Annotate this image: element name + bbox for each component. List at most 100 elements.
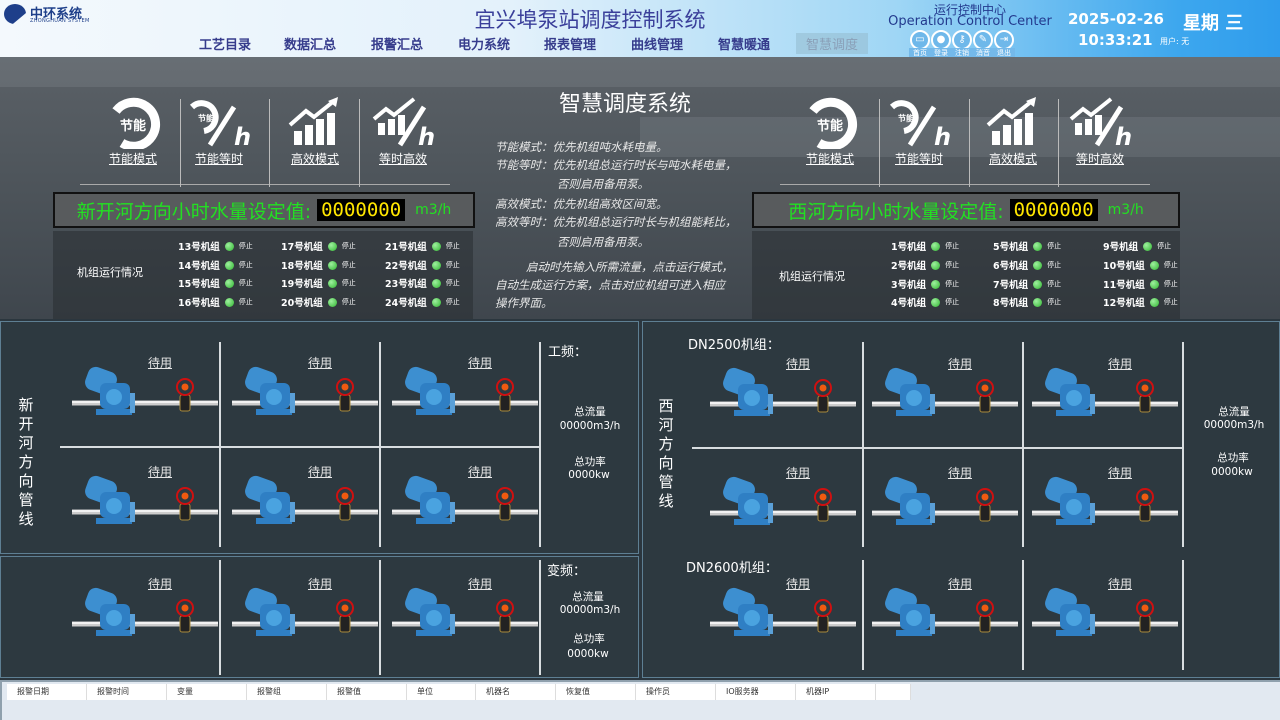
header-button-label[interactable]: 首页	[909, 48, 931, 58]
pump-status[interactable]: 待用	[785, 357, 810, 371]
pump-status[interactable]: 待用	[147, 465, 172, 479]
mode-button[interactable]: 节能 h 节能等时	[875, 97, 963, 167]
unit-status-item[interactable]: 10号机组 停止	[1103, 258, 1178, 272]
pump-unit[interactable]: 待用	[222, 449, 382, 554]
pump-status[interactable]: 待用	[307, 465, 332, 479]
header-button-label[interactable]: 注销	[951, 48, 973, 58]
pump-unit[interactable]: 待用	[382, 449, 542, 554]
left-setpoint-input[interactable]: 0000000	[317, 199, 406, 221]
pump-status[interactable]: 待用	[467, 577, 492, 591]
unit-status-item[interactable]: 15号机组 停止	[178, 276, 253, 290]
pump-unit[interactable]: 待用	[1022, 450, 1182, 555]
alarm-column-header[interactable]: 单位	[407, 684, 476, 700]
pump-unit[interactable]: 待用	[382, 340, 542, 445]
logout-key-icon[interactable]: ⚷	[952, 30, 972, 50]
nav-4[interactable]: 报表管理	[544, 38, 597, 53]
pump-status[interactable]: 待用	[467, 356, 492, 370]
mode-button[interactable]: 节能 节能模式	[89, 97, 177, 167]
nav-5[interactable]: 曲线管理	[631, 38, 684, 53]
pump-unit[interactable]: 待用	[382, 561, 542, 666]
pump-unit[interactable]: 待用	[62, 340, 222, 445]
unit-status: 停止	[341, 279, 356, 287]
unit-status-item[interactable]: 23号机组 停止	[385, 276, 460, 290]
pump-status[interactable]: 待用	[1107, 577, 1132, 591]
unit-status-item[interactable]: 8号机组 停止	[993, 295, 1061, 309]
nav-0[interactable]: 工艺目录	[199, 38, 252, 53]
unit-status-item[interactable]: 12号机组 停止	[1103, 295, 1178, 309]
mode-button[interactable]: h 等时高效	[1056, 97, 1144, 167]
unit-status-item[interactable]: 14号机组 停止	[178, 258, 253, 272]
pump-status[interactable]: 待用	[947, 577, 972, 591]
alarm-column-header[interactable]: IO服务器	[716, 684, 796, 700]
header-button-label[interactable]: 消音	[972, 48, 994, 58]
alarm-column-header[interactable]: 机器名	[476, 684, 556, 700]
mode-button[interactable]: 高效模式	[271, 97, 359, 167]
unit-status-item[interactable]: 17号机组 停止	[281, 239, 356, 253]
pump-status[interactable]: 待用	[785, 466, 810, 480]
pump-status[interactable]: 待用	[147, 577, 172, 591]
login-icon[interactable]: ●	[931, 30, 951, 50]
alarm-column-header[interactable]: 报警组	[247, 684, 327, 700]
alarm-column-header[interactable]: 操作员	[636, 684, 716, 700]
pump-status[interactable]: 待用	[307, 356, 332, 370]
nav-7[interactable]: 智慧调度	[796, 33, 869, 54]
pump-unit[interactable]: 待用	[862, 450, 1022, 555]
unit-status-item[interactable]: 6号机组 停止	[993, 258, 1061, 272]
alarm-column-header[interactable]: 恢复值	[556, 684, 636, 700]
pump-unit[interactable]: 待用	[62, 561, 222, 666]
home-icon[interactable]: ▭	[910, 30, 930, 50]
unit-status-item[interactable]: 21号机组 停止	[385, 239, 460, 253]
header-button-label[interactable]: 退出	[993, 48, 1015, 58]
pump-unit[interactable]: 待用	[700, 450, 860, 555]
unit-status-item[interactable]: 22号机组 停止	[385, 258, 460, 272]
unit-status-item[interactable]: 11号机组 停止	[1103, 277, 1178, 291]
unit-status-item[interactable]: 24号机组 停止	[385, 295, 460, 309]
right-setpoint-input[interactable]: 0000000	[1009, 199, 1098, 221]
unit-status-item[interactable]: 19号机组 停止	[281, 276, 356, 290]
pump-unit[interactable]: 待用	[222, 340, 382, 445]
unit-status-item[interactable]: 13号机组 停止	[178, 239, 253, 253]
pump-unit[interactable]: 待用	[700, 341, 860, 446]
pump-unit[interactable]: 待用	[862, 341, 1022, 446]
pump-status[interactable]: 待用	[947, 357, 972, 371]
exit-icon[interactable]: ⇥	[994, 30, 1014, 50]
alarm-column-header[interactable]: 变量	[167, 684, 247, 700]
unit-status-item[interactable]: 1号机组 停止	[891, 239, 959, 253]
alarm-column-header[interactable]: 报警值	[327, 684, 407, 700]
unit-status-item[interactable]: 16号机组 停止	[178, 295, 253, 309]
alarm-column-header[interactable]: 报警时间	[87, 684, 167, 700]
mode-button[interactable]: 节能 节能模式	[786, 97, 874, 167]
pump-status[interactable]: 待用	[467, 465, 492, 479]
pump-unit[interactable]: 待用	[862, 561, 1022, 666]
mode-button[interactable]: h 等时高效	[359, 97, 447, 167]
alarm-column-header[interactable]: 机器IP	[796, 684, 876, 700]
unit-status-item[interactable]: 2号机组 停止	[891, 258, 959, 272]
unit-status-item[interactable]: 4号机组 停止	[891, 295, 959, 309]
pump-status[interactable]: 待用	[947, 466, 972, 480]
pump-status[interactable]: 待用	[1107, 466, 1132, 480]
alarm-column-header[interactable]: 报警日期	[7, 684, 87, 700]
pump-status[interactable]: 待用	[307, 577, 332, 591]
mode-button[interactable]: 高效模式	[969, 97, 1057, 167]
unit-status-item[interactable]: 20号机组 停止	[281, 295, 356, 309]
unit-status-item[interactable]: 5号机组 停止	[993, 239, 1061, 253]
nav-3[interactable]: 电力系统	[458, 38, 511, 53]
pump-unit[interactable]: 待用	[1022, 341, 1182, 446]
pump-unit[interactable]: 待用	[1022, 561, 1182, 666]
pump-unit[interactable]: 待用	[62, 449, 222, 554]
pump-unit[interactable]: 待用	[700, 561, 860, 666]
unit-status-item[interactable]: 3号机组 停止	[891, 277, 959, 291]
pump-unit[interactable]: 待用	[222, 561, 382, 666]
pump-status[interactable]: 待用	[785, 577, 810, 591]
nav-1[interactable]: 数据汇总	[284, 38, 337, 53]
mode-button[interactable]: 节能 h 节能等时	[175, 97, 263, 167]
pump-status[interactable]: 待用	[147, 356, 172, 370]
unit-status-item[interactable]: 18号机组 停止	[281, 258, 356, 272]
nav-2[interactable]: 报警汇总	[371, 38, 424, 53]
unit-status-item[interactable]: 7号机组 停止	[993, 277, 1061, 291]
header-button-label[interactable]: 登录	[930, 48, 952, 58]
mute-icon[interactable]: ✎	[973, 30, 993, 50]
pump-status[interactable]: 待用	[1107, 357, 1132, 371]
unit-status-item[interactable]: 9号机组 停止	[1103, 239, 1171, 253]
nav-6[interactable]: 智慧暖通	[718, 38, 771, 53]
